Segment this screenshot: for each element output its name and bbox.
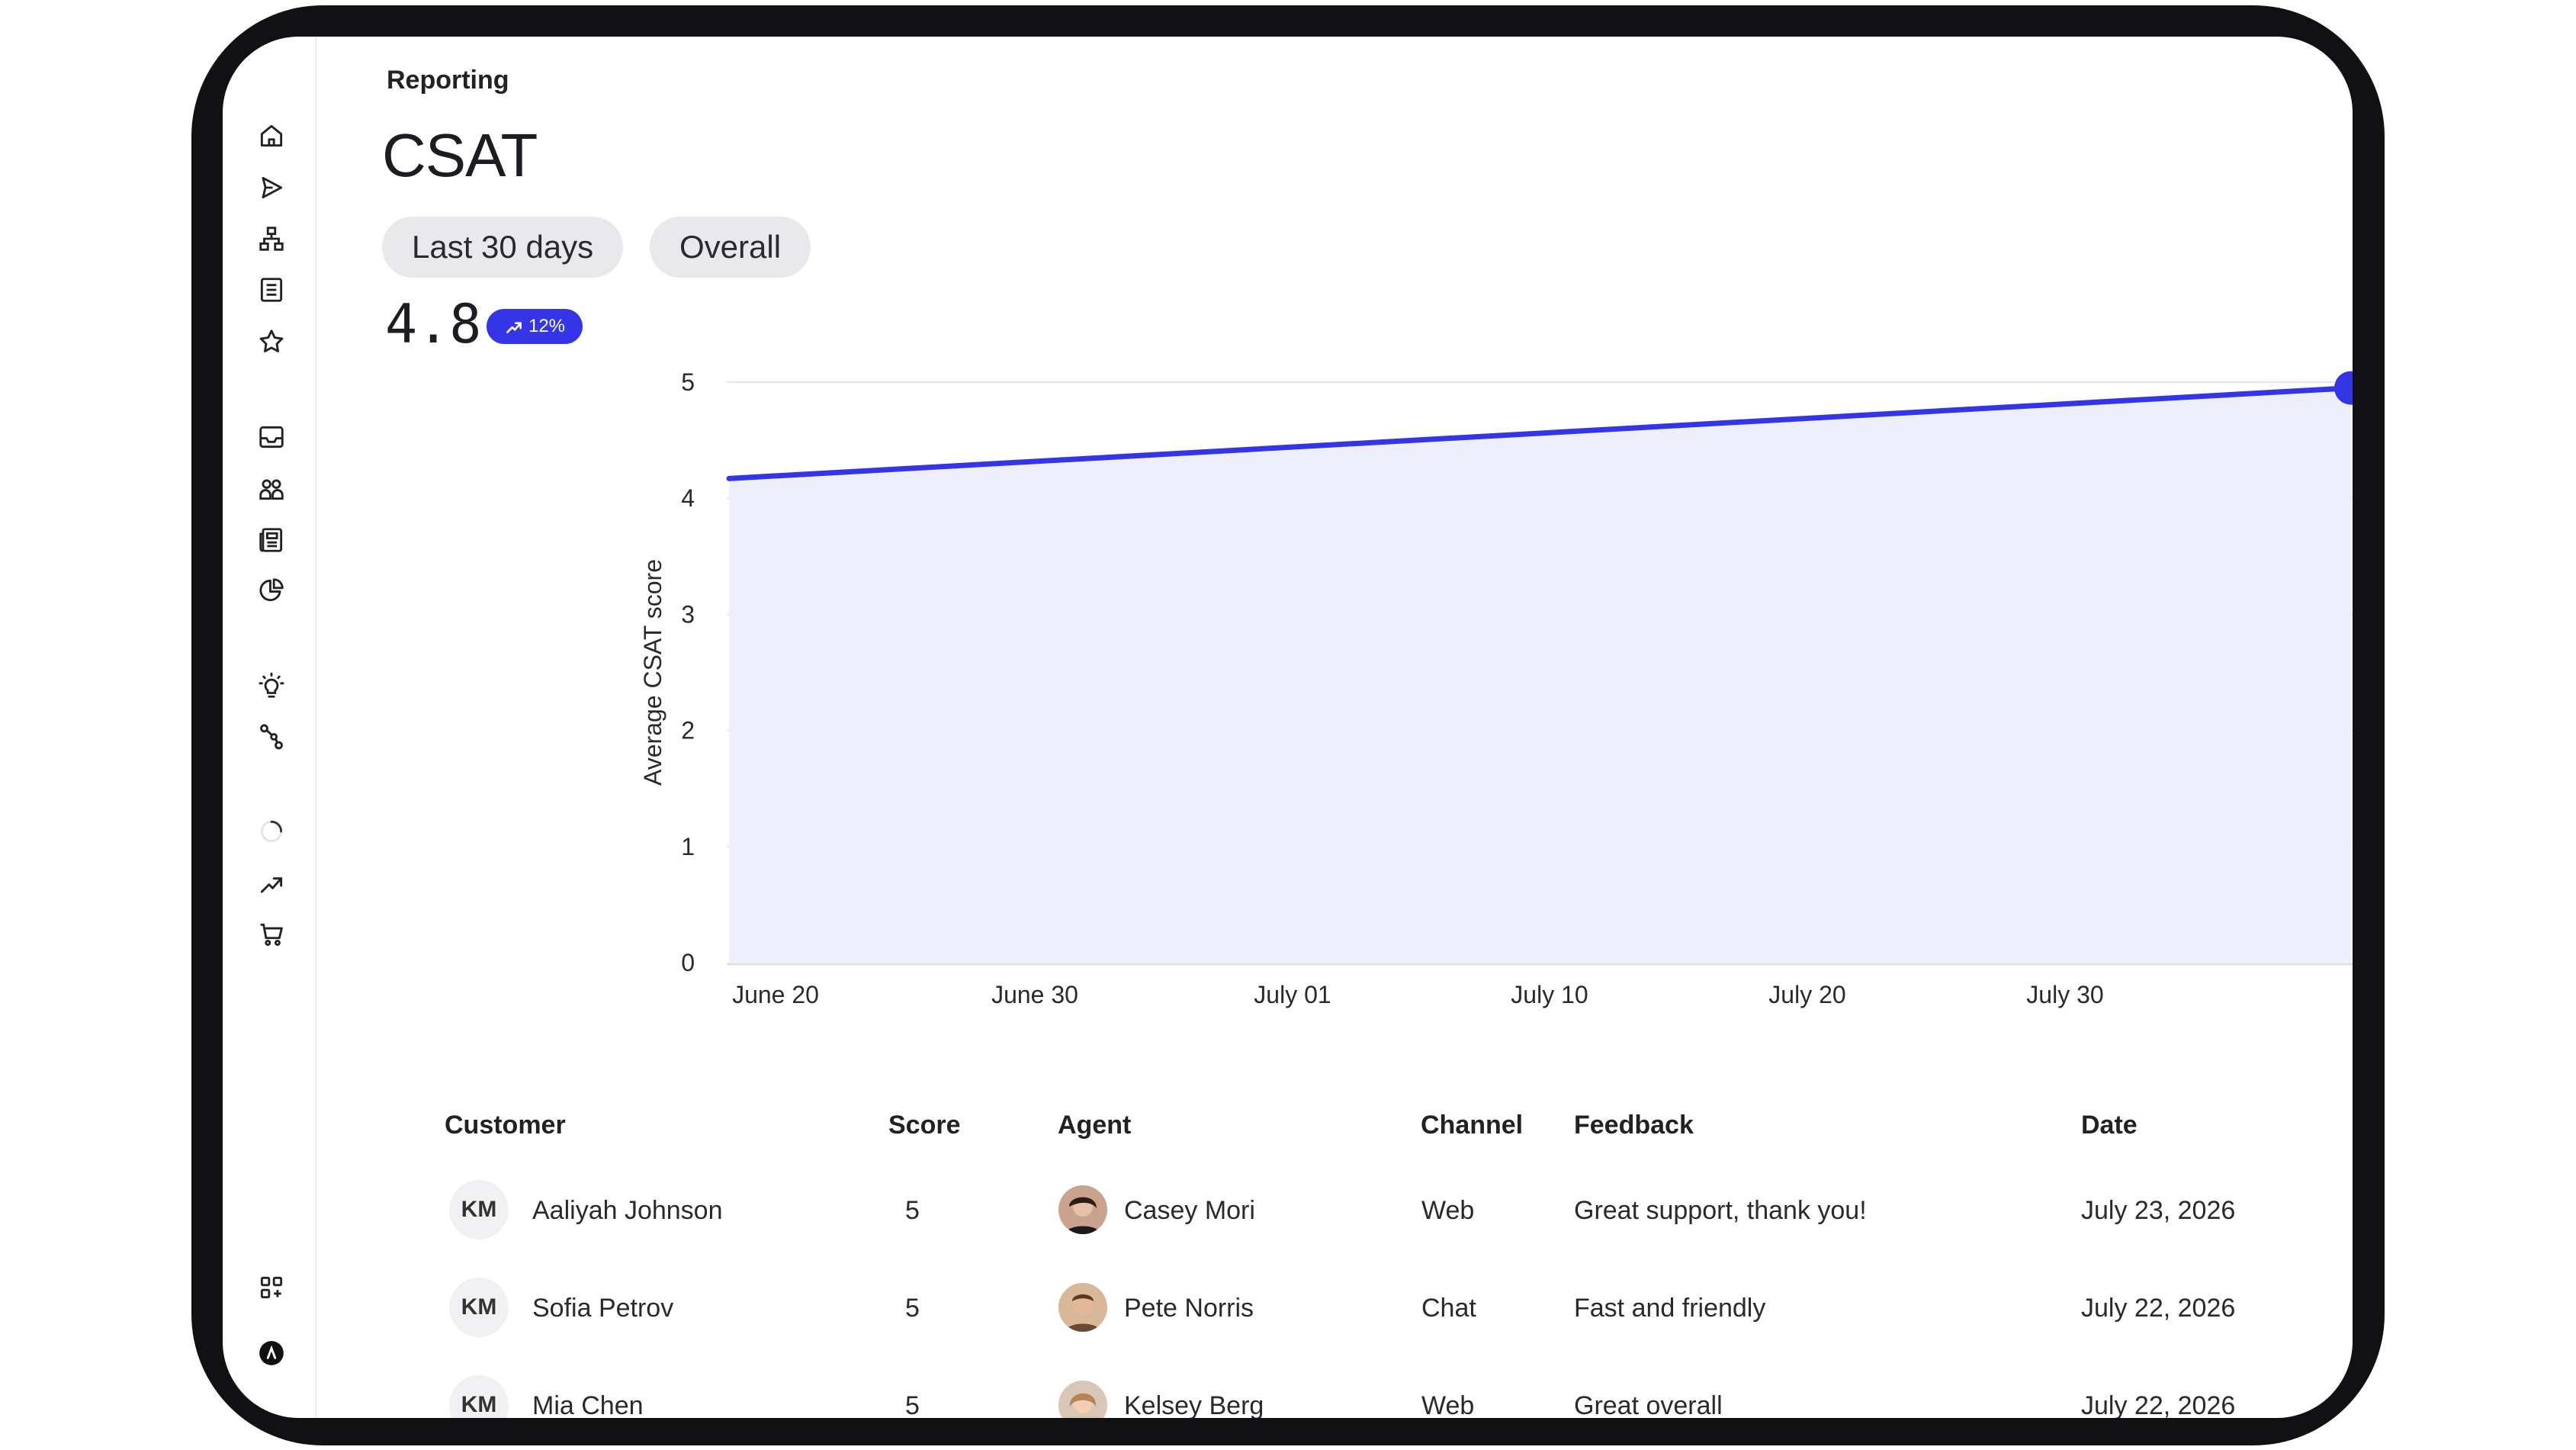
main-content: Reporting CSAT Last 30 days Overall 4.8 …	[316, 37, 2353, 1418]
customer-name: Aaliyah Johnson	[532, 1196, 723, 1225]
loading-icon	[256, 816, 287, 847]
page-title: CSAT	[382, 121, 538, 189]
trending-up-icon	[506, 322, 522, 333]
y-tick-label: 3	[681, 600, 695, 628]
csat-line-chart: 0 1 2 3 4 5 June 20 June 30 July 01 July 10 July …	[639, 368, 2353, 1008]
csat-metric-value: 4.8	[385, 293, 482, 355]
app-screen: Reporting CSAT Last 30 days Overall 4.8 …	[223, 37, 2353, 1418]
y-axis-ticks: 0 1 2 3 4 5	[681, 368, 695, 976]
column-header-date[interactable]: Date	[2081, 1111, 2138, 1140]
change-badge-label: 12%	[528, 316, 566, 336]
date-value: July 22, 2026	[2081, 1391, 2236, 1418]
home-icon[interactable]	[256, 121, 287, 151]
x-tick-label: July 10	[1511, 981, 1588, 1008]
agent-name: Casey Mori	[1124, 1196, 1255, 1225]
route-icon[interactable]	[256, 722, 287, 752]
customer-avatar: KM	[449, 1375, 509, 1418]
agent-name: Pete Norris	[1124, 1294, 1254, 1323]
agent-name: Kelsey Berg	[1124, 1391, 1264, 1418]
chart-area-fill	[729, 387, 2351, 963]
inbox-icon[interactable]	[256, 422, 287, 452]
y-axis-label: Average CSAT score	[639, 559, 666, 786]
profile-icon[interactable]	[256, 1338, 287, 1368]
agent-avatar	[1058, 1283, 1107, 1332]
feedback-text: Great overall	[1574, 1391, 1723, 1418]
chart-data-point[interactable]	[2334, 371, 2353, 405]
customer-name: Mia Chen	[532, 1391, 644, 1418]
score-value: 5	[905, 1196, 920, 1225]
column-header-channel[interactable]: Channel	[1421, 1111, 1524, 1140]
sidebar-rail	[223, 37, 316, 1418]
y-tick-label: 1	[681, 833, 695, 860]
date-value: July 22, 2026	[2081, 1294, 2236, 1323]
hierarchy-icon[interactable]	[256, 223, 287, 254]
column-header-feedback[interactable]: Feedback	[1574, 1111, 1694, 1140]
feedback-text: Great support, thank you!	[1574, 1196, 1867, 1225]
customer-avatar: KM	[449, 1180, 509, 1239]
customer-avatar: KM	[449, 1278, 509, 1337]
customer-name: Sofia Petrov	[532, 1294, 674, 1323]
scope-filter-button[interactable]: Overall	[650, 217, 811, 278]
channel-value: Web	[1421, 1196, 1475, 1225]
pie-chart-icon[interactable]	[256, 575, 287, 606]
date-value: July 23, 2026	[2081, 1196, 2236, 1225]
period-filter-button[interactable]: Last 30 days	[382, 217, 624, 278]
x-tick-label: June 30	[991, 981, 1078, 1008]
lightbulb-icon[interactable]	[256, 670, 287, 701]
x-tick-label: July 20	[1768, 981, 1845, 1008]
channel-value: Web	[1421, 1391, 1475, 1418]
newspaper-icon[interactable]	[256, 525, 287, 555]
score-value: 5	[905, 1391, 920, 1418]
y-tick-label: 2	[681, 717, 695, 744]
y-tick-label: 4	[681, 484, 695, 512]
x-axis-ticks: June 20 June 30 July 01 July 10 July 20 July …	[732, 981, 2104, 1008]
list-icon[interactable]	[256, 275, 287, 305]
x-tick-label: July 30	[2026, 981, 2103, 1008]
y-tick-label: 0	[681, 949, 695, 976]
breadcrumb[interactable]: Reporting	[387, 66, 509, 95]
trending-up-icon[interactable]	[256, 868, 287, 899]
apps-icon[interactable]	[256, 1272, 287, 1303]
star-icon[interactable]	[256, 326, 287, 357]
x-tick-label: June 20	[732, 981, 819, 1008]
change-badge: 12%	[487, 309, 583, 344]
score-value: 5	[905, 1294, 920, 1323]
chart-series-line	[726, 385, 2353, 481]
channel-value: Chat	[1421, 1294, 1476, 1323]
y-tick-label: 5	[681, 368, 695, 396]
column-header-agent[interactable]: Agent	[1058, 1111, 1132, 1140]
send-icon[interactable]	[256, 172, 287, 203]
feedback-text: Fast and friendly	[1574, 1294, 1766, 1323]
agent-avatar	[1058, 1381, 1107, 1418]
column-header-customer[interactable]: Customer	[445, 1111, 566, 1140]
agent-avatar	[1058, 1185, 1107, 1234]
column-header-score[interactable]: Score	[888, 1111, 961, 1140]
users-icon[interactable]	[256, 474, 287, 504]
x-tick-label: July 01	[1254, 981, 1331, 1008]
cart-icon[interactable]	[256, 919, 287, 950]
